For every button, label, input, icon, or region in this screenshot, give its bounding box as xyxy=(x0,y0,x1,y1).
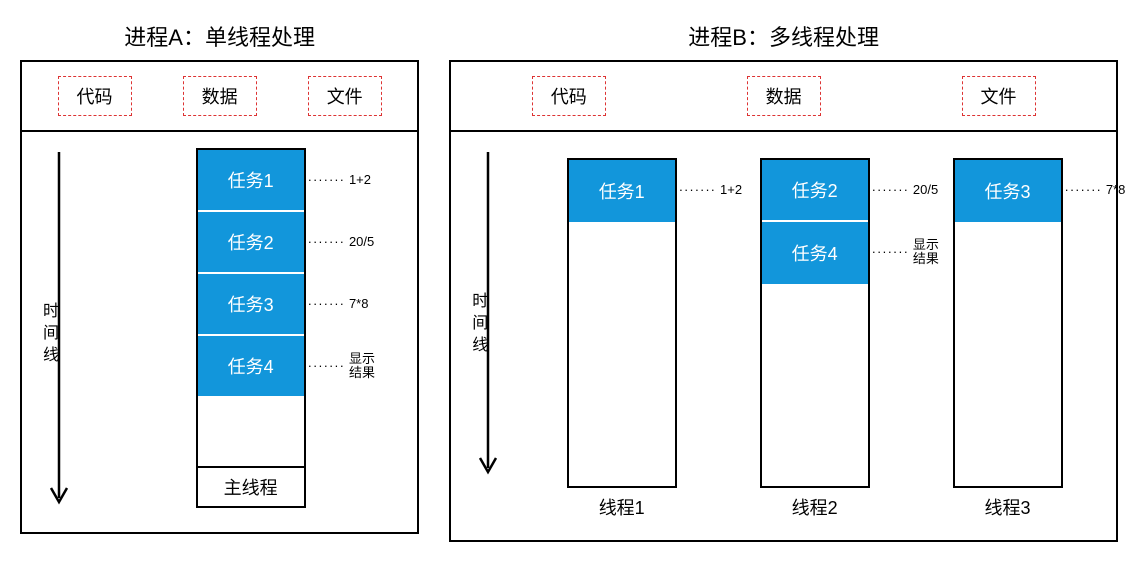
task-annotation: 7*8 xyxy=(1061,182,1126,197)
task-annotation: 1+2 xyxy=(304,172,371,187)
resource-data: 数据 xyxy=(747,76,821,116)
timeline-label: 时间线 xyxy=(36,302,60,368)
task-label: 任务2 xyxy=(228,229,274,255)
task-2: 任务2 20/5 xyxy=(198,212,304,274)
task-annotation: 显示 结果 xyxy=(868,238,939,267)
resource-file: 文件 xyxy=(962,76,1036,116)
process-b: 进程B：多线程处理 代码 数据 文件 时间线 xyxy=(449,20,1118,542)
thread-3-box: 任务3 7*8 xyxy=(953,158,1063,488)
task-label: 任务3 xyxy=(228,291,274,317)
thread-name: 线程2 xyxy=(792,488,838,520)
task-4: 任务4 显示 结果 xyxy=(762,222,868,284)
thread-1-box: 任务1 1+2 xyxy=(567,158,677,488)
process-a: 进程A：单线程处理 代码 数据 文件 时间线 xyxy=(20,20,419,534)
task-4: 任务4 显示 结果 xyxy=(198,336,304,398)
process-a-box: 代码 数据 文件 时间线 任务1 xyxy=(20,60,419,534)
thread-2-box: 任务2 20/5 任务4 显示 结果 xyxy=(760,158,870,488)
thread-1-col: 任务1 1+2 线程1 xyxy=(567,148,677,520)
task-1: 任务1 1+2 xyxy=(198,150,304,212)
resource-code: 代码 xyxy=(58,76,132,116)
process-a-resources: 代码 数据 文件 xyxy=(22,62,417,132)
resource-file: 文件 xyxy=(308,76,382,116)
diagram-container: 进程A：单线程处理 代码 数据 文件 时间线 xyxy=(20,20,1118,542)
thread-3-col: 任务3 7*8 线程3 xyxy=(953,148,1063,520)
process-b-threads: 任务1 1+2 线程1 任务2 20/5 xyxy=(525,148,1104,520)
task-2: 任务2 20/5 xyxy=(762,160,868,222)
task-3: 任务3 7*8 xyxy=(198,274,304,336)
resource-data: 数据 xyxy=(183,76,257,116)
task-label: 任务3 xyxy=(985,178,1031,204)
resource-code: 代码 xyxy=(532,76,606,116)
process-b-box: 代码 数据 文件 时间线 任务1 xyxy=(449,60,1118,542)
task-label: 任务4 xyxy=(792,240,838,266)
process-b-resources: 代码 数据 文件 xyxy=(451,62,1116,132)
task-3: 任务3 7*8 xyxy=(955,160,1061,222)
task-annotation: 7*8 xyxy=(304,296,369,311)
task-annotation: 1+2 xyxy=(675,182,742,197)
thread-name: 线程1 xyxy=(599,488,645,520)
task-label: 任务2 xyxy=(792,177,838,203)
process-a-body: 时间线 任务1 1+2 任务2 20/5 xyxy=(22,132,417,532)
main-thread-box: 任务1 1+2 任务2 20/5 任务3 7*8 xyxy=(196,148,306,508)
process-a-title: 进程A：单线程处理 xyxy=(124,20,315,52)
main-thread-col: 任务1 1+2 任务2 20/5 任务3 7*8 xyxy=(196,148,306,512)
task-annotation: 显示 结果 xyxy=(304,352,375,381)
timeline-b: 时间线 xyxy=(463,148,513,520)
task-annotation: 20/5 xyxy=(304,234,375,249)
task-label: 任务4 xyxy=(228,353,274,379)
process-b-title: 进程B：多线程处理 xyxy=(688,20,879,52)
timeline-label: 时间线 xyxy=(465,292,489,358)
timeline-a: 时间线 xyxy=(34,148,84,512)
process-b-body: 时间线 任务1 1+2 线程1 xyxy=(451,132,1116,540)
task-annotation: 20/5 xyxy=(868,182,939,197)
task-label: 任务1 xyxy=(599,178,645,204)
thread-name: 线程3 xyxy=(985,488,1031,520)
thread-name: 主线程 xyxy=(198,466,304,506)
task-label: 任务1 xyxy=(228,167,274,193)
task-1: 任务1 1+2 xyxy=(569,160,675,222)
process-a-threads: 任务1 1+2 任务2 20/5 任务3 7*8 xyxy=(96,148,405,512)
thread-2-col: 任务2 20/5 任务4 显示 结果 线程2 xyxy=(760,148,870,520)
